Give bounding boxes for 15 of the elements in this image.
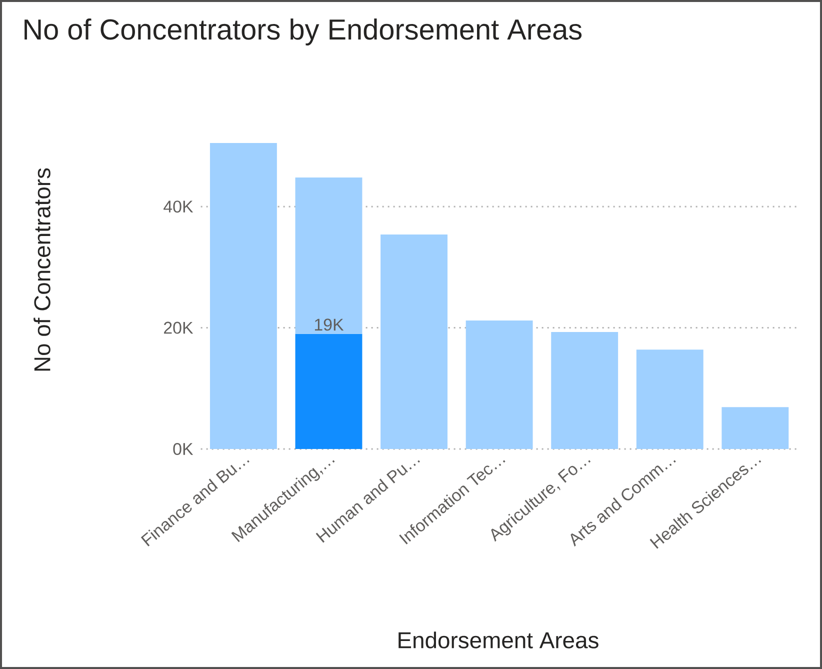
x-axis-title: Endorsement Areas <box>398 632 598 648</box>
y-tick-label: 20K <box>164 322 194 334</box>
y-axis-title: No of Concentrators <box>34 168 50 371</box>
y-tick-label: 0K <box>173 442 194 455</box>
chart-title: No of Concentrators by Endorsement Areas <box>24 18 582 46</box>
bar <box>380 234 448 449</box>
data-label: 19K <box>314 318 344 331</box>
bar <box>295 334 362 449</box>
y-tick-label: 40K <box>164 200 194 213</box>
bar <box>295 178 362 334</box>
bar <box>466 320 533 449</box>
bar <box>722 407 789 449</box>
bar <box>551 332 618 449</box>
bar <box>210 142 277 449</box>
bar <box>636 350 704 449</box>
